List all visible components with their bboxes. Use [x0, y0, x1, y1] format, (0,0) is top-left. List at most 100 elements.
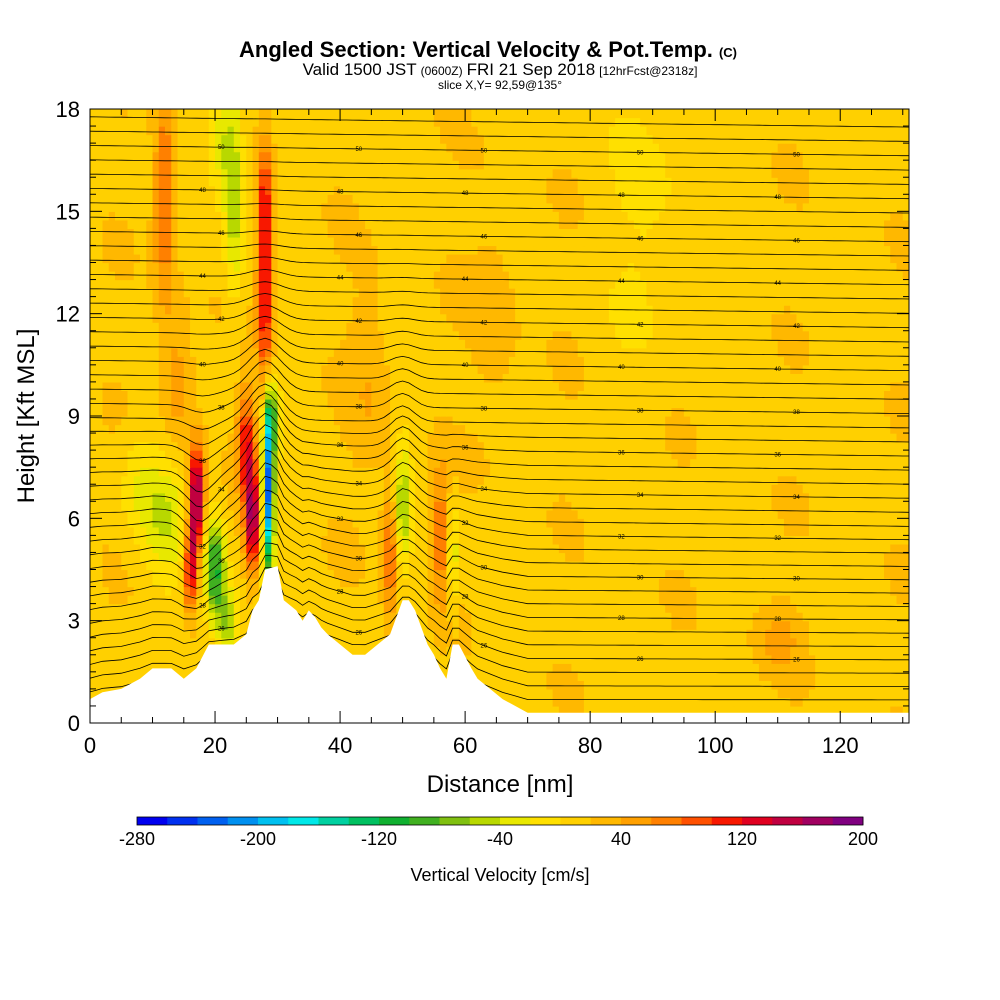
field-cell: [627, 467, 635, 477]
field-cell: [533, 407, 541, 417]
field-cell: [408, 578, 416, 588]
field-cell: [808, 398, 816, 409]
field-cell: [815, 484, 823, 494]
field-cell: [558, 688, 566, 699]
field-cell: [727, 467, 735, 477]
field-cell: [527, 509, 535, 519]
field-cell: [252, 492, 260, 502]
field-cell: [358, 595, 366, 605]
field-cell: [446, 526, 454, 536]
field-cell: [115, 484, 122, 494]
field-cell: [333, 569, 341, 579]
field-cell: [315, 595, 322, 605]
field-cell: [596, 509, 604, 519]
field-cell: [477, 603, 485, 613]
field-cell: [802, 603, 810, 613]
field-cell: [758, 543, 766, 554]
field-cell: [465, 424, 472, 434]
field-cell: [140, 663, 147, 673]
field-cell: [733, 595, 741, 605]
field-cell: [658, 705, 666, 716]
field-cell: [565, 424, 572, 434]
field-cell: [715, 620, 723, 630]
field-cell: [152, 416, 160, 426]
field-cell: [446, 416, 454, 426]
field-cell: [658, 458, 666, 468]
field-cell: [621, 458, 629, 468]
field-cell: [427, 603, 435, 613]
field-cell: [452, 620, 460, 630]
field-cell: [602, 526, 610, 536]
field-cell: [490, 492, 497, 502]
field-cell: [471, 441, 479, 451]
field-cell: [740, 620, 748, 630]
field-cell: [327, 433, 335, 443]
field-cell: [302, 458, 310, 468]
field-cell: [752, 424, 760, 434]
field-cell: [165, 637, 172, 647]
field-cell: [390, 569, 397, 579]
field-cell: [465, 484, 472, 494]
field-cell: [252, 398, 260, 409]
field-cell: [571, 535, 579, 545]
field-cell: [127, 450, 135, 460]
field-cell: [408, 518, 416, 528]
field-cell: [521, 671, 529, 681]
field-cell: [883, 518, 891, 528]
field-cell: [777, 578, 785, 588]
field-cell: [765, 569, 773, 579]
field-cell: [452, 586, 460, 596]
field-cell: [790, 467, 798, 477]
field-cell: [121, 578, 129, 588]
field-cell: [446, 595, 454, 605]
field-cell: [127, 560, 135, 571]
field-cell: [521, 509, 529, 519]
field-cell: [321, 501, 329, 511]
field-cell: [821, 467, 829, 477]
field-cell: [733, 680, 741, 690]
field-cell: [190, 535, 197, 545]
field-cell: [421, 492, 429, 502]
field-cell: [377, 629, 385, 639]
field-cell: [783, 492, 791, 502]
field-cell: [515, 450, 522, 460]
field-cell: [783, 603, 791, 613]
field-cell: [608, 688, 616, 699]
field-cell: [402, 595, 410, 605]
field-cell: [158, 620, 166, 630]
field-cell: [652, 535, 660, 545]
field-cell: [433, 612, 441, 622]
field-cell: [427, 518, 435, 528]
field-cell: [471, 492, 479, 502]
field-cell: [371, 509, 379, 519]
field-cell: [646, 433, 654, 443]
field-cell: [346, 526, 354, 536]
field-cell: [496, 509, 504, 519]
field-cell: [390, 407, 397, 417]
field-cell: [308, 578, 316, 588]
field-cell: [415, 501, 422, 511]
field-cell: [140, 407, 147, 417]
field-cell: [690, 671, 698, 681]
field-cell: [565, 467, 572, 477]
field-cell: [202, 612, 210, 622]
field-cell: [340, 552, 347, 562]
field-cell: [108, 416, 116, 426]
field-cell: [615, 441, 623, 451]
field-cell: [521, 705, 529, 716]
field-cell: [546, 441, 554, 451]
field-cell: [308, 552, 316, 562]
field-cell: [152, 458, 160, 468]
field-cell: [602, 637, 610, 647]
field-cell: [771, 526, 779, 536]
field-cell: [790, 697, 798, 707]
field-cell: [858, 433, 866, 443]
field-cell: [508, 612, 516, 622]
field-cell: [315, 586, 322, 596]
field-cell: [215, 509, 222, 519]
field-cell: [715, 492, 723, 502]
field-cell: [558, 586, 566, 596]
field-cell: [508, 586, 516, 596]
field-cell: [721, 433, 729, 443]
field-cell: [477, 441, 485, 451]
